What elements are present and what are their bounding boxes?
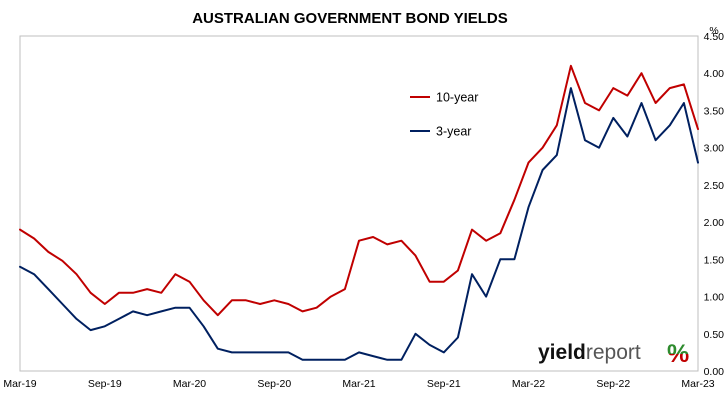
y-tick-label: 4.00: [704, 68, 725, 80]
chart-title: AUSTRALIAN GOVERNMENT BOND YIELDS: [192, 10, 508, 27]
series-line-10-year: [19, 64, 699, 317]
x-tick-label: Mar-19: [3, 378, 36, 390]
y-tick-label: 2.50: [704, 180, 725, 192]
y-tick-label: 0.50: [704, 329, 725, 341]
x-tick-label: Sep-19: [88, 378, 122, 390]
legend-label: 3-year: [436, 125, 471, 139]
logo-percent-symbol: %: [667, 340, 689, 368]
legend-label: 10-year: [436, 91, 478, 105]
y-tick-label: 1.00: [704, 292, 725, 304]
y-axis-ticks: 0.00 0.50 1.00 1.50 2.00 2.50 3.00 3.50 4.00 4.50: [704, 31, 725, 378]
y-tick-label: 2.00: [704, 217, 725, 229]
legend: 10-year 3-year: [410, 91, 478, 139]
logo-text-main: yield: [538, 341, 586, 364]
y-tick-label: 1.50: [704, 254, 725, 266]
svg-text:yieldreport: yieldreport: [538, 341, 641, 364]
x-tick-label: Sep-20: [257, 378, 291, 390]
y-tick-label: 0.00: [704, 366, 725, 378]
y-axis-unit-label: %: [709, 25, 718, 37]
x-tick-label: Sep-22: [596, 378, 630, 390]
x-tick-label: Mar-22: [512, 378, 545, 390]
x-axis-ticks: Mar-19 Sep-19 Mar-20 Sep-20 Mar-21 Sep-21 Mar-…: [3, 378, 714, 390]
x-tick-label: Mar-21: [342, 378, 375, 390]
logo-text-sub: report: [586, 341, 641, 364]
x-tick-label: Sep-21: [427, 378, 461, 390]
x-tick-label: Mar-20: [173, 378, 206, 390]
y-tick-label: 3.50: [704, 105, 725, 117]
x-tick-label: Mar-23: [681, 378, 714, 390]
y-tick-label: 3.00: [704, 143, 725, 155]
series-line-3-year: [19, 87, 699, 361]
y-tick-label: 4.50: [704, 31, 725, 43]
plot-frame: [19, 35, 699, 372]
yieldreport-logo: yieldreport %: [538, 340, 689, 368]
series-layer: [19, 64, 699, 361]
